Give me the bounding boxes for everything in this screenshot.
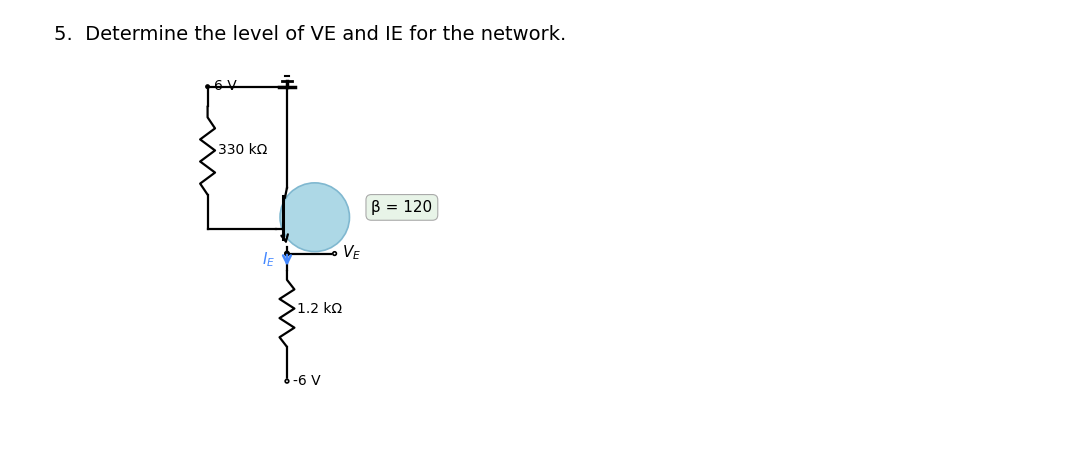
Circle shape [285,380,288,383]
Text: 330 kΩ: 330 kΩ [217,144,267,157]
Text: 5.  Determine the level of VE and IE for the network.: 5. Determine the level of VE and IE for … [54,25,566,44]
Text: 6 V: 6 V [214,78,237,93]
Text: $V_E$: $V_E$ [341,243,361,262]
Circle shape [333,252,336,255]
Circle shape [206,85,210,89]
Circle shape [280,183,350,252]
Text: 1.2 kΩ: 1.2 kΩ [297,302,342,315]
Circle shape [285,251,289,256]
Text: -6 V: -6 V [293,374,321,388]
Text: β = 120: β = 120 [372,200,432,215]
Text: $I_E$: $I_E$ [261,251,275,269]
